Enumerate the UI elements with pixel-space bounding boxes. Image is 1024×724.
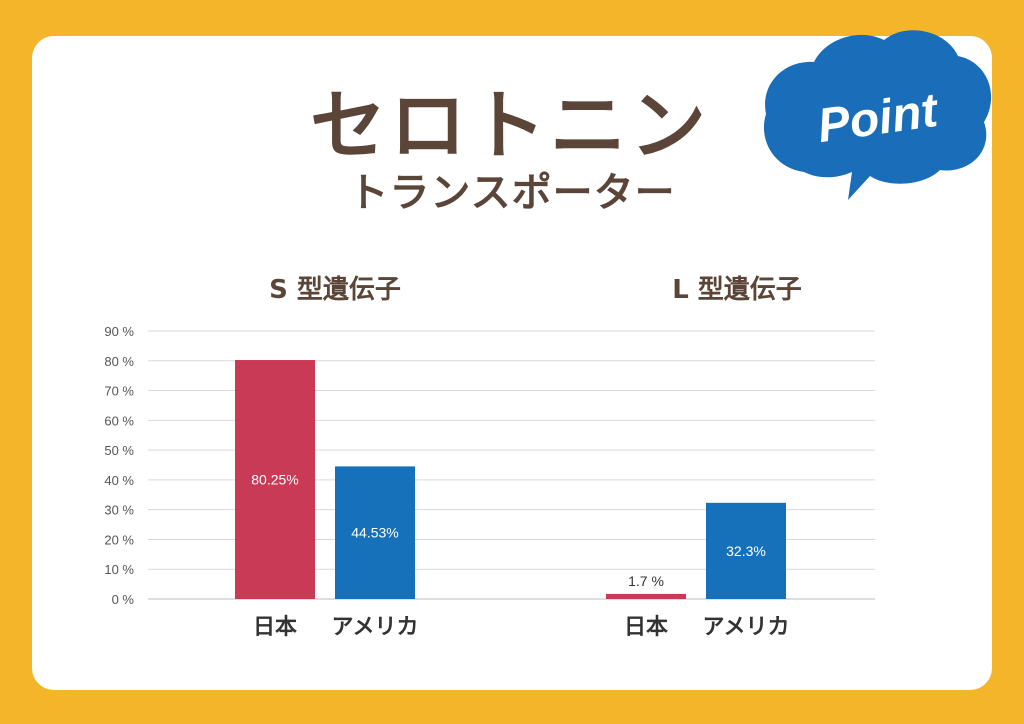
y-tick-label: 30 %	[104, 503, 134, 518]
y-tick-label: 80 %	[104, 354, 134, 369]
chart-title: S 型遺伝子	[269, 275, 401, 305]
page-title: セロトニン	[310, 81, 710, 170]
data-label: 32.3%	[726, 543, 766, 559]
page-subtitle: トランスポーター	[348, 170, 676, 216]
y-tick-label: 50 %	[104, 443, 134, 458]
y-tick-label: 40 %	[104, 473, 134, 488]
data-label: 44.53%	[351, 525, 398, 541]
bar	[235, 360, 315, 599]
y-tick-label: 90 %	[104, 324, 134, 339]
chart-title: L 型遺伝子	[672, 275, 802, 305]
speech-cloud-icon	[763, 30, 992, 200]
x-tick-label: 日本	[253, 615, 297, 640]
bar	[706, 502, 786, 599]
y-tick-label: 10 %	[104, 562, 134, 577]
x-tick-label: 日本	[624, 615, 668, 640]
y-tick-label: 70 %	[104, 384, 134, 399]
x-tick-label: アメリカ	[332, 615, 419, 640]
y-tick-label: 60 %	[104, 413, 134, 428]
bar	[606, 593, 686, 599]
point-badge: Point	[763, 30, 992, 200]
data-label: 80.25%	[251, 472, 298, 488]
data-label: 1.7 %	[628, 573, 664, 589]
y-tick-label: 20 %	[104, 532, 134, 547]
x-tick-label: アメリカ	[703, 615, 790, 640]
bar	[335, 466, 415, 599]
y-tick-label: 0 %	[112, 592, 135, 607]
